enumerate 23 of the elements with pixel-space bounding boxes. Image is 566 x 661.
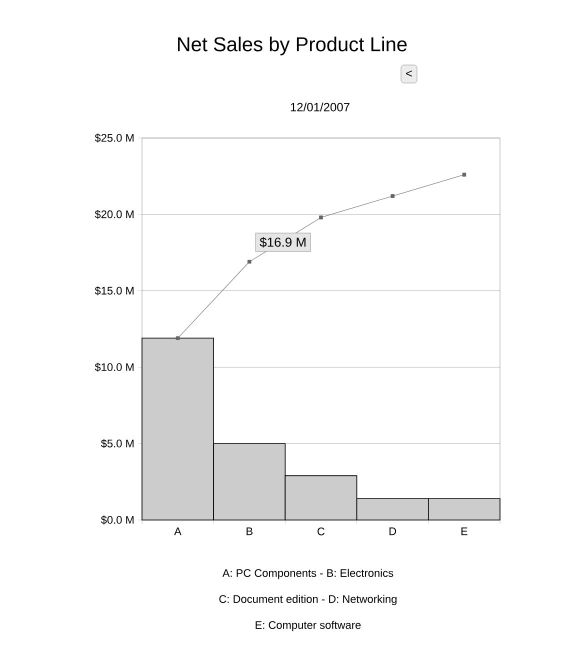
y-tick-label: $25.0 M xyxy=(94,134,134,142)
y-tick-label: $5.0 M xyxy=(100,439,134,448)
point xyxy=(248,260,252,264)
text: C: Document edition - D: Networking xyxy=(219,594,397,606)
y-tick-label: $15.0 M xyxy=(94,286,134,296)
text: E: Computer software xyxy=(256,620,361,632)
x-tick-label: E xyxy=(461,528,468,536)
x-tick-label: A xyxy=(174,528,182,536)
point xyxy=(390,194,394,198)
text: A: PC Components - B: Electronics xyxy=(222,568,394,580)
y-tick-label: $20.0 M xyxy=(94,210,134,219)
chart-title: Net Sales by Product Line xyxy=(178,36,407,56)
y-tick-label: $10.0 M xyxy=(94,362,134,372)
x-tick-label: B xyxy=(246,528,252,536)
text: < xyxy=(406,70,412,77)
y-tick-label: $0.0 M xyxy=(100,516,134,524)
annotation: $16.9 M xyxy=(260,237,306,248)
x-tick-label: D xyxy=(390,528,396,536)
chart-subtitle: 12/01/2007 xyxy=(290,102,350,112)
point xyxy=(462,172,466,177)
point xyxy=(176,336,180,340)
x-tick-label: C xyxy=(318,528,325,536)
point xyxy=(319,216,323,220)
